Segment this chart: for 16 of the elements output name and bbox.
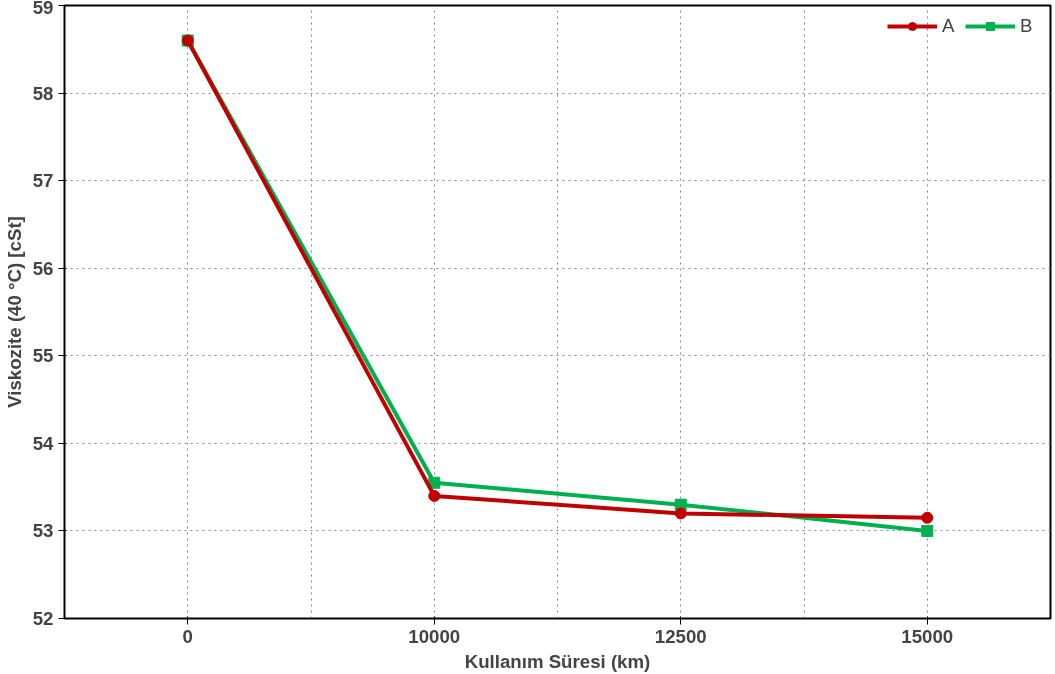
x-axis-title: Kullanım Süresi (km) [464,650,651,672]
y-tick-label: 57 [32,170,54,192]
x-tick-label: 15000 [901,625,954,647]
legend-label: A [942,15,956,37]
y-tick-label: 54 [32,432,55,454]
y-tick-label: 58 [32,82,54,104]
x-tick-label: 10000 [408,625,461,647]
y-tick-label: 53 [32,520,54,542]
y-axis-title: Viskozite (40 °C) [cSt] [3,216,25,408]
y-tick-label: 52 [32,608,54,629]
y-tick-label: 59 [32,0,54,18]
x-tick-label: 12500 [654,625,707,647]
y-tick-label: 56 [32,257,54,279]
y-tick-label: 55 [32,345,54,367]
x-tick-label: 0 [182,625,193,647]
legend-label: B [1020,15,1034,37]
